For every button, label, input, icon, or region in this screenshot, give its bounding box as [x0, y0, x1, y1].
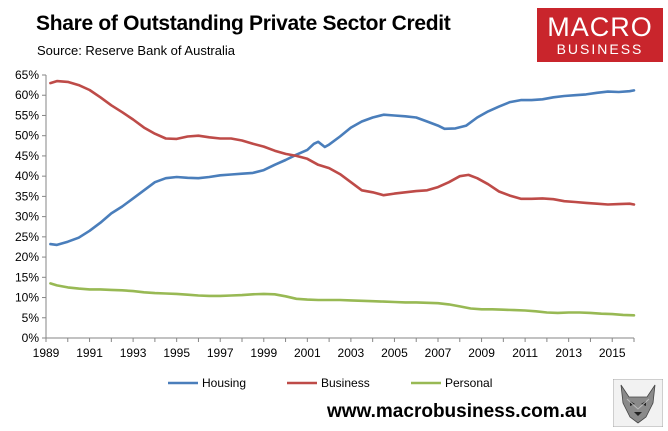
y-axis-ticks: 0% 5% 10% 15% 20% 25% 30% 35% 40% 45% 50% 55% 60% 65%	[15, 68, 46, 345]
x-tick-label: 1989	[33, 346, 60, 360]
x-tick-label: 1999	[250, 346, 277, 360]
series-line-business	[49, 79, 636, 206]
x-tick-label: 2001	[294, 346, 321, 360]
y-tick-label: 30%	[15, 210, 39, 224]
y-tick-label: 65%	[15, 68, 39, 82]
x-tick-label: 2015	[599, 346, 626, 360]
series-line-personal	[49, 282, 636, 317]
y-tick-label: 45%	[15, 149, 39, 163]
wolf-head-icon	[613, 379, 663, 427]
legend-label-personal: Personal	[445, 376, 492, 390]
x-tick-label: 2003	[338, 346, 365, 360]
y-tick-label: 60%	[15, 88, 39, 102]
y-tick-label: 0%	[22, 331, 40, 345]
logo-line-2: BUSINESS	[556, 40, 644, 57]
macrobusiness-logo: MACRO BUSINESS	[537, 8, 663, 62]
x-tick-label: 1997	[207, 346, 234, 360]
y-tick-label: 20%	[15, 250, 39, 264]
legend-label-housing: Housing	[202, 376, 246, 390]
y-tick-label: 15%	[15, 270, 39, 284]
chart-subtitle: Source: Reserve Bank of Australia	[37, 43, 235, 58]
legend-label-business: Business	[321, 376, 370, 390]
logo-line-1: MACRO	[547, 11, 653, 42]
x-tick-label: 2011	[512, 346, 538, 360]
x-tick-label: 1993	[120, 346, 147, 360]
footer-url: www.macrobusiness.com.au	[327, 401, 588, 422]
series-lines	[49, 79, 636, 317]
y-tick-label: 10%	[15, 291, 39, 305]
x-tick-label: 1991	[76, 346, 103, 360]
x-tick-label: 2009	[468, 346, 495, 360]
x-axis-ticks: 1989 1991 1993 1995 1997 1999 2001 2003 2005 2007…	[33, 338, 635, 360]
y-tick-label: 25%	[15, 230, 39, 244]
series-line-housing	[49, 89, 636, 247]
x-tick-label: 2005	[381, 346, 408, 360]
x-tick-label: 2013	[555, 346, 582, 360]
line-chart: 0% 5% 10% 15% 20% 25% 30% 35% 40% 45% 50% 55% 60% 65%…	[15, 68, 636, 390]
chart-axes	[45, 75, 634, 339]
chart-legend: Housing Business Personal	[168, 376, 492, 390]
y-tick-label: 55%	[15, 108, 39, 122]
y-tick-label: 50%	[15, 129, 39, 143]
y-tick-label: 5%	[22, 311, 40, 325]
x-tick-label: 1995	[163, 346, 190, 360]
chart-title: Share of Outstanding Private Sector Cred…	[36, 12, 451, 35]
y-tick-label: 40%	[15, 169, 39, 183]
x-tick-label: 2007	[425, 346, 452, 360]
y-tick-label: 35%	[15, 189, 39, 203]
